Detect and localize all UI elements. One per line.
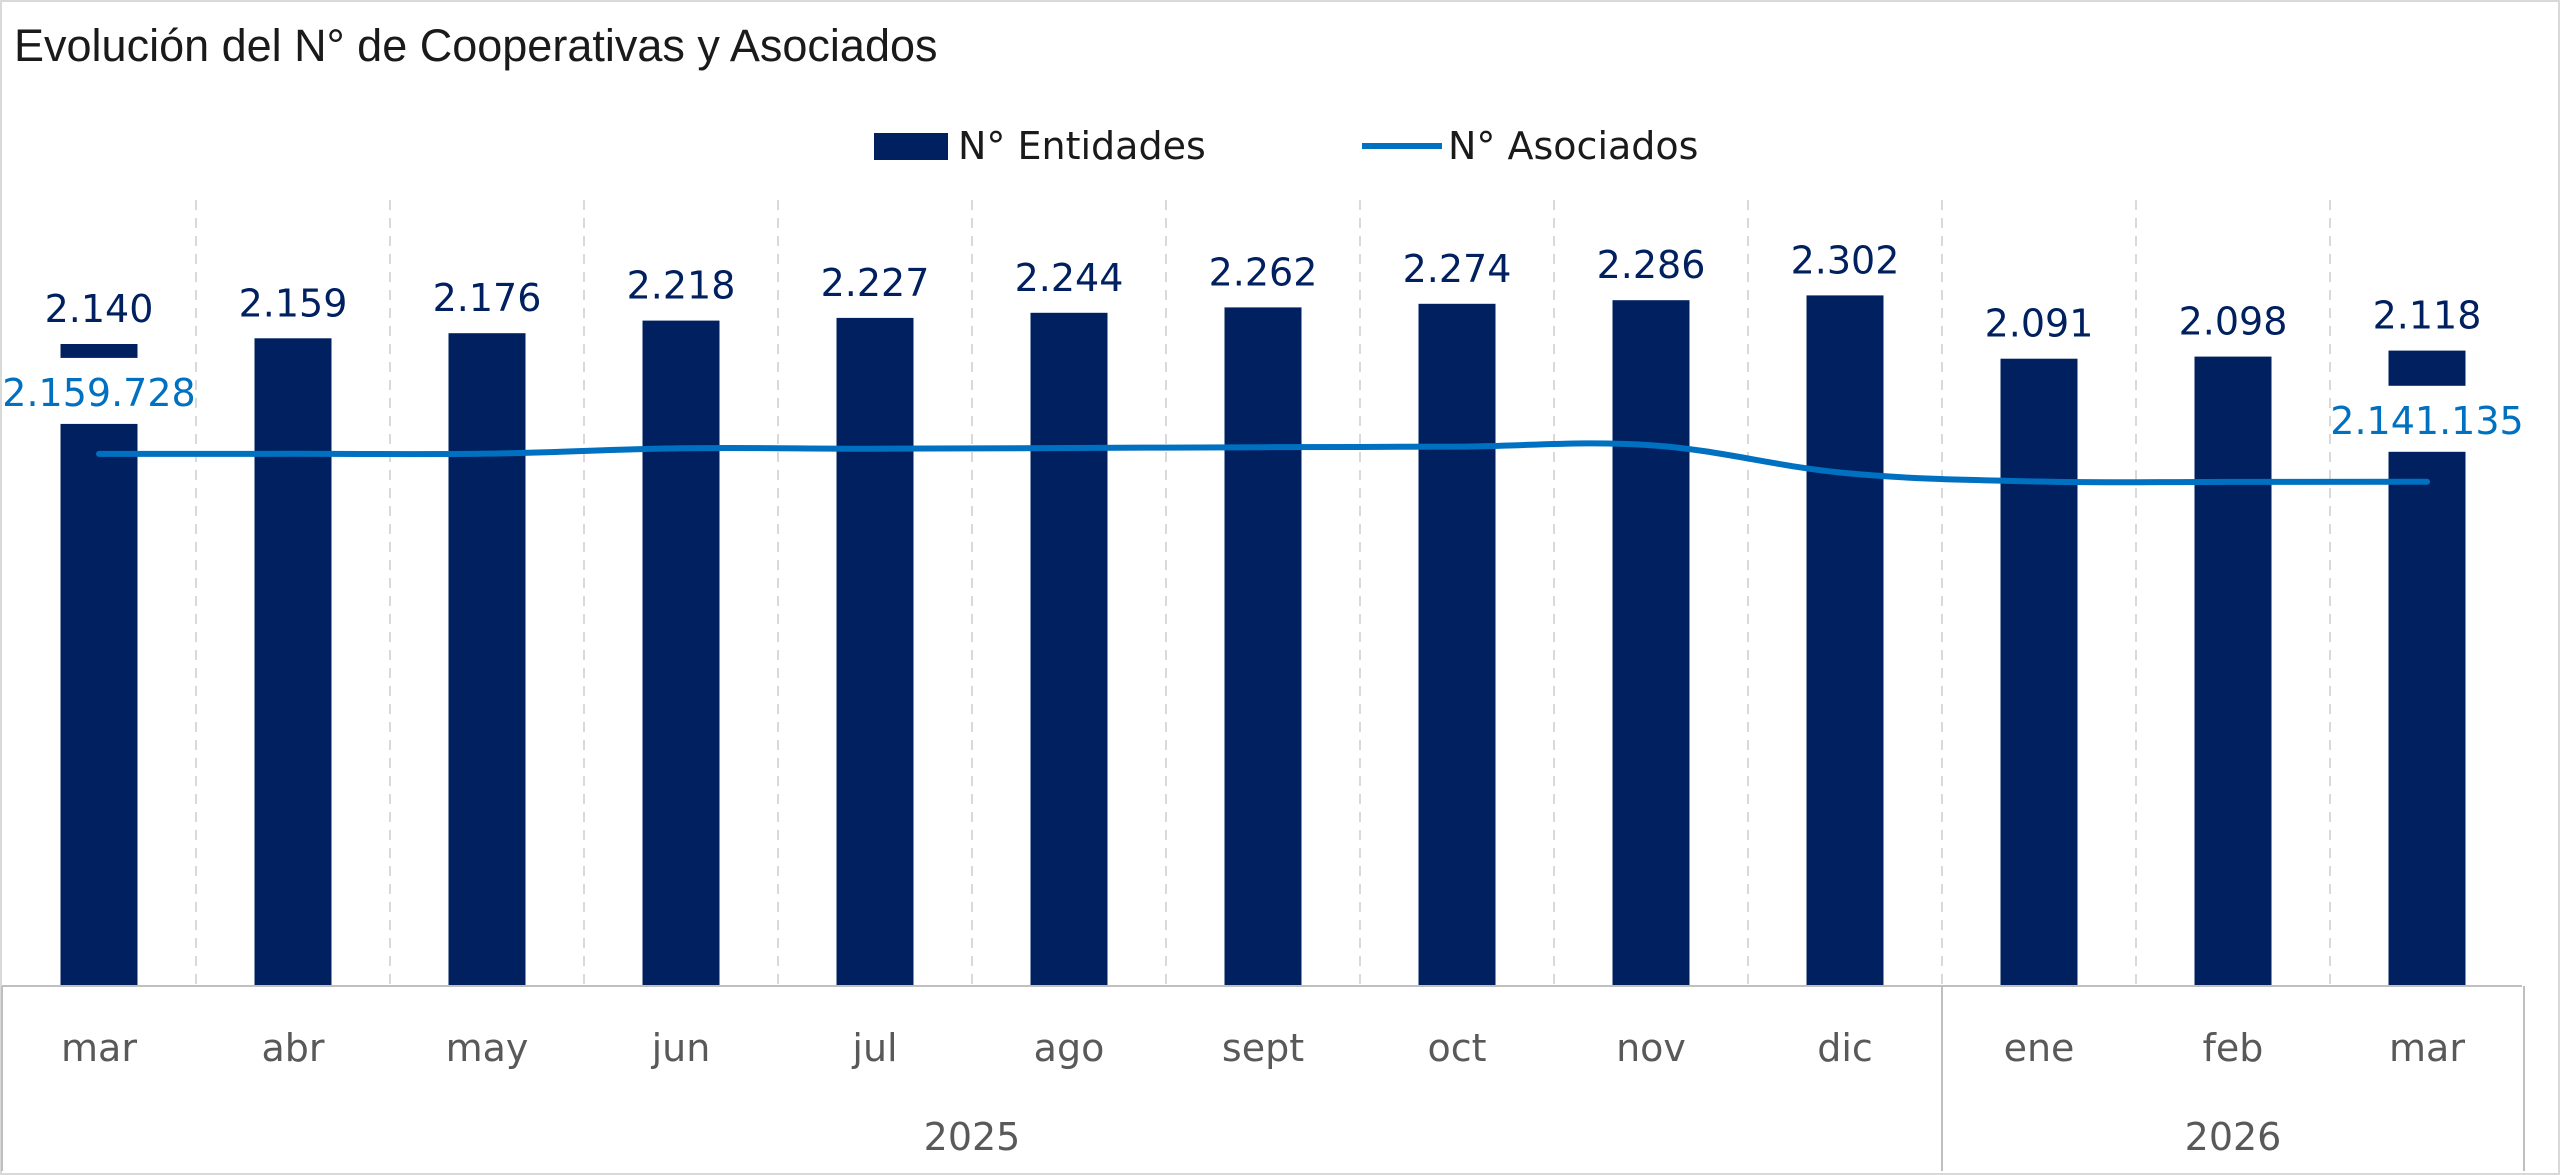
line-series: 2.159.728 2.141.135 <box>2 357 2524 486</box>
line-data-label: 2.141.135 <box>2330 399 2523 443</box>
bar-data-label: 2.227 <box>821 261 930 305</box>
x-tick-label: may <box>446 1026 529 1070</box>
bar-data-label: 2.262 <box>1209 250 1318 294</box>
bar-5 <box>836 317 914 986</box>
line-path-asociados <box>96 440 2430 486</box>
chart-title: Evolución del N° de Cooperativas y Asoci… <box>14 20 938 71</box>
bar-data-label: 2.274 <box>1403 247 1512 291</box>
x-group-label: 2025 <box>924 1115 1021 1159</box>
bar-series <box>60 295 2466 987</box>
x-tick-label: dic <box>1817 1026 1873 1070</box>
x-tick-label: sept <box>1222 1026 1304 1070</box>
bar-6 <box>1030 312 1108 986</box>
bar-11 <box>2000 358 2078 986</box>
bar-12 <box>2194 356 2272 987</box>
gridlines <box>195 200 2331 986</box>
bar-data-label: 2.159 <box>239 281 348 325</box>
bar-data-label: 2.098 <box>2179 300 2288 344</box>
x-tick-label: jul <box>851 1026 897 1070</box>
bar-data-label: 2.286 <box>1597 243 1706 287</box>
bar-labels: 2.140 2.159 2.176 2.218 2.227 2.244 2.262 2.274… <box>45 238 2482 345</box>
bar-9 <box>1612 300 1690 986</box>
legend: N° Entidades N° Asociados <box>874 124 1698 168</box>
x-tick-label: oct <box>1427 1026 1486 1070</box>
x-tick-label: feb <box>2203 1026 2264 1070</box>
bar-3 <box>448 333 526 986</box>
x-tick-label: abr <box>261 1026 324 1070</box>
bar-10 <box>1806 295 1884 986</box>
bar-8 <box>1418 303 1496 986</box>
bar-data-label: 2.302 <box>1791 238 1900 282</box>
bar-data-label: 2.140 <box>45 287 154 331</box>
bar-2 <box>254 338 332 986</box>
bar-7 <box>1224 307 1302 986</box>
x-tick-label: nov <box>1616 1026 1686 1070</box>
x-tick-label: ene <box>2004 1026 2075 1070</box>
bar-13 <box>2388 350 2466 987</box>
line-label-background <box>3 357 195 424</box>
x-axis: mar abr may jun jul ago sept oct nov dic ene feb mar… <box>1 985 2525 1171</box>
bar-data-label: 2.244 <box>1015 256 1124 300</box>
bar-data-label: 2.091 <box>1985 302 2094 346</box>
bar-data-label: 2.118 <box>2373 294 2482 338</box>
x-group-label: 2026 <box>2185 1115 2282 1159</box>
x-tick-label: jun <box>651 1026 711 1070</box>
bar-4 <box>642 320 720 987</box>
legend-swatch-entidades <box>874 133 948 160</box>
legend-label-asociados: N° Asociados <box>1448 124 1698 168</box>
x-tick-label: ago <box>1034 1026 1105 1070</box>
x-tick-label: mar <box>61 1026 137 1070</box>
line-label-background <box>2331 385 2523 452</box>
legend-label-entidades: N° Entidades <box>958 124 1206 168</box>
bar-data-label: 2.176 <box>433 276 542 320</box>
bar-data-label: 2.218 <box>627 264 736 308</box>
bar-1 <box>60 344 138 986</box>
line-data-label: 2.159.728 <box>2 371 195 415</box>
x-tick-label: mar <box>2389 1026 2465 1070</box>
